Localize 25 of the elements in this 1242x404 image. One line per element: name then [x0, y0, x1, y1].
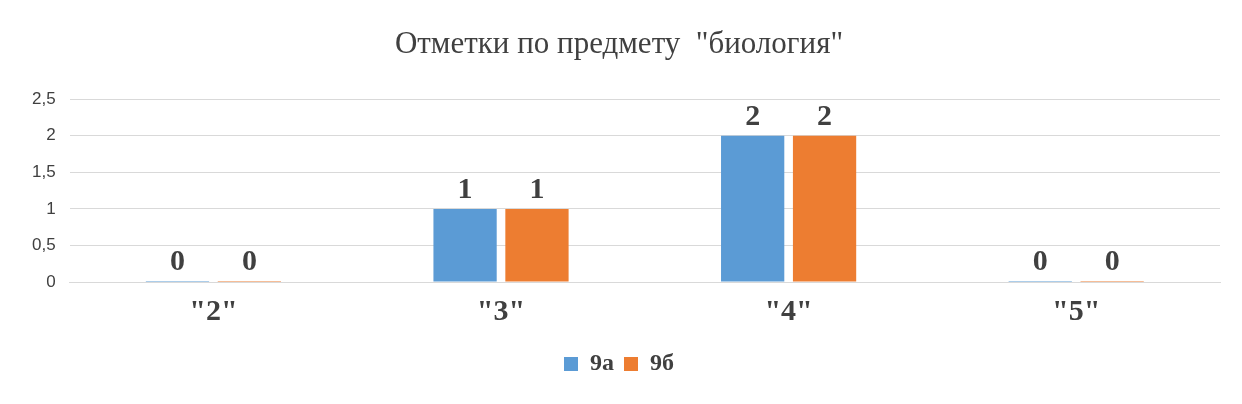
legend-label: 9б: [650, 349, 674, 376]
y-tick-label: 2,5: [31, 88, 56, 108]
data-label: 1: [457, 170, 473, 204]
data-label: 0: [241, 242, 257, 276]
data-label: 2: [745, 97, 761, 131]
bar: [433, 208, 497, 282]
legend-label: 9а: [590, 349, 614, 376]
x-tick-label: "2": [189, 292, 238, 326]
x-tick-label: "5": [1052, 292, 1101, 326]
bar: [792, 135, 857, 282]
chart-title: Отметки по предмету "биология": [394, 24, 844, 60]
bar: [505, 208, 569, 282]
data-label: 0: [1104, 242, 1120, 276]
bar: [721, 135, 785, 282]
data-label: 2: [817, 97, 833, 131]
data-label: 0: [1032, 242, 1048, 276]
data-label: 1: [529, 170, 545, 204]
y-tick-label: 1: [46, 198, 56, 218]
x-tick-label: "3": [476, 292, 526, 326]
y-tick-label: 0,5: [31, 235, 56, 255]
x-tick-label: "4": [764, 292, 813, 326]
y-tick-label: 2: [46, 125, 56, 145]
data-label: 0: [169, 242, 185, 276]
y-tick-label: 1,5: [31, 162, 56, 182]
y-tick-label: 0: [46, 271, 56, 291]
